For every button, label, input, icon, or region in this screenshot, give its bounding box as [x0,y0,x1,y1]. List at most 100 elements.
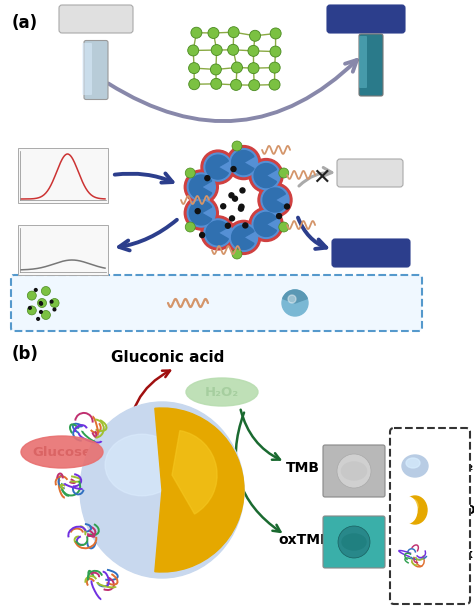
Circle shape [252,162,280,190]
FancyBboxPatch shape [11,275,422,331]
FancyBboxPatch shape [327,5,405,33]
Circle shape [185,168,195,178]
Circle shape [284,204,290,209]
Ellipse shape [406,458,420,468]
Text: TMB: TMB [353,166,387,180]
Circle shape [270,46,281,57]
Ellipse shape [403,496,427,524]
Wedge shape [232,151,254,174]
Circle shape [243,223,248,228]
Circle shape [229,216,235,221]
Circle shape [269,79,280,90]
Wedge shape [283,290,307,303]
Circle shape [204,219,232,247]
FancyBboxPatch shape [332,239,410,267]
Circle shape [238,206,244,211]
FancyBboxPatch shape [337,159,403,187]
Circle shape [50,300,53,303]
Circle shape [248,63,259,74]
Ellipse shape [406,499,418,513]
Circle shape [232,196,237,201]
Circle shape [231,62,243,73]
Circle shape [185,222,195,232]
Wedge shape [232,226,254,249]
Circle shape [249,80,260,91]
Circle shape [187,199,215,227]
Circle shape [184,170,219,204]
Text: (b): (b) [12,345,39,363]
Circle shape [208,27,219,38]
Circle shape [276,213,282,218]
Text: oxTMB: oxTMB [278,533,331,547]
Text: oxTMB: oxTMB [340,12,392,26]
Wedge shape [206,221,228,245]
Circle shape [195,209,200,213]
Text: Thrombin: Thrombin [322,297,379,309]
Circle shape [232,249,242,259]
Circle shape [41,311,50,319]
Circle shape [225,223,230,228]
Ellipse shape [80,402,244,578]
Circle shape [227,221,261,254]
Circle shape [40,311,42,313]
Circle shape [39,302,42,305]
Circle shape [205,176,210,181]
Wedge shape [155,408,244,572]
Text: ✕: ✕ [313,168,331,188]
Circle shape [239,204,244,209]
FancyBboxPatch shape [323,445,385,497]
Circle shape [270,28,281,39]
Text: TMB: TMB [286,461,320,475]
Text: H₂O₂: H₂O₂ [205,385,239,398]
Bar [18,148,108,203]
Ellipse shape [399,497,417,523]
Circle shape [282,290,308,316]
Wedge shape [254,212,276,237]
Text: GOx: GOx [444,548,473,562]
Circle shape [337,454,371,488]
Circle shape [228,44,238,55]
Text: TMB: TMB [77,12,115,27]
Text: SiO₂: SiO₂ [444,460,473,472]
Circle shape [37,317,39,320]
Circle shape [252,210,280,238]
FancyBboxPatch shape [84,41,108,100]
Circle shape [201,216,235,250]
Text: (a): (a) [12,14,38,32]
Circle shape [188,45,199,56]
Ellipse shape [21,436,103,468]
Circle shape [269,62,280,73]
Circle shape [288,295,296,303]
Wedge shape [263,188,285,212]
Circle shape [184,196,219,230]
Ellipse shape [186,378,258,406]
Circle shape [191,27,202,38]
Circle shape [200,232,205,238]
Circle shape [249,159,283,193]
Circle shape [229,193,234,198]
Text: Glucose: Glucose [33,446,91,458]
Text: Fe-MIL-88A: Fe-MIL-88A [78,297,143,309]
Ellipse shape [342,534,366,550]
FancyBboxPatch shape [390,428,470,604]
Circle shape [210,64,221,75]
Circle shape [221,204,226,209]
Circle shape [249,207,283,241]
Circle shape [231,167,236,171]
Circle shape [37,299,46,308]
Circle shape [53,308,56,311]
Ellipse shape [341,462,366,480]
Wedge shape [189,201,212,225]
Circle shape [27,291,36,300]
Text: Fe₂O₃: Fe₂O₃ [444,503,474,517]
Circle shape [204,153,232,181]
Circle shape [258,183,292,217]
Circle shape [338,526,370,558]
Circle shape [40,302,43,305]
Circle shape [27,306,36,315]
Circle shape [227,145,261,179]
Wedge shape [189,175,212,199]
Circle shape [189,63,200,74]
Text: Gluconic acid: Gluconic acid [111,350,225,365]
Circle shape [279,168,289,178]
